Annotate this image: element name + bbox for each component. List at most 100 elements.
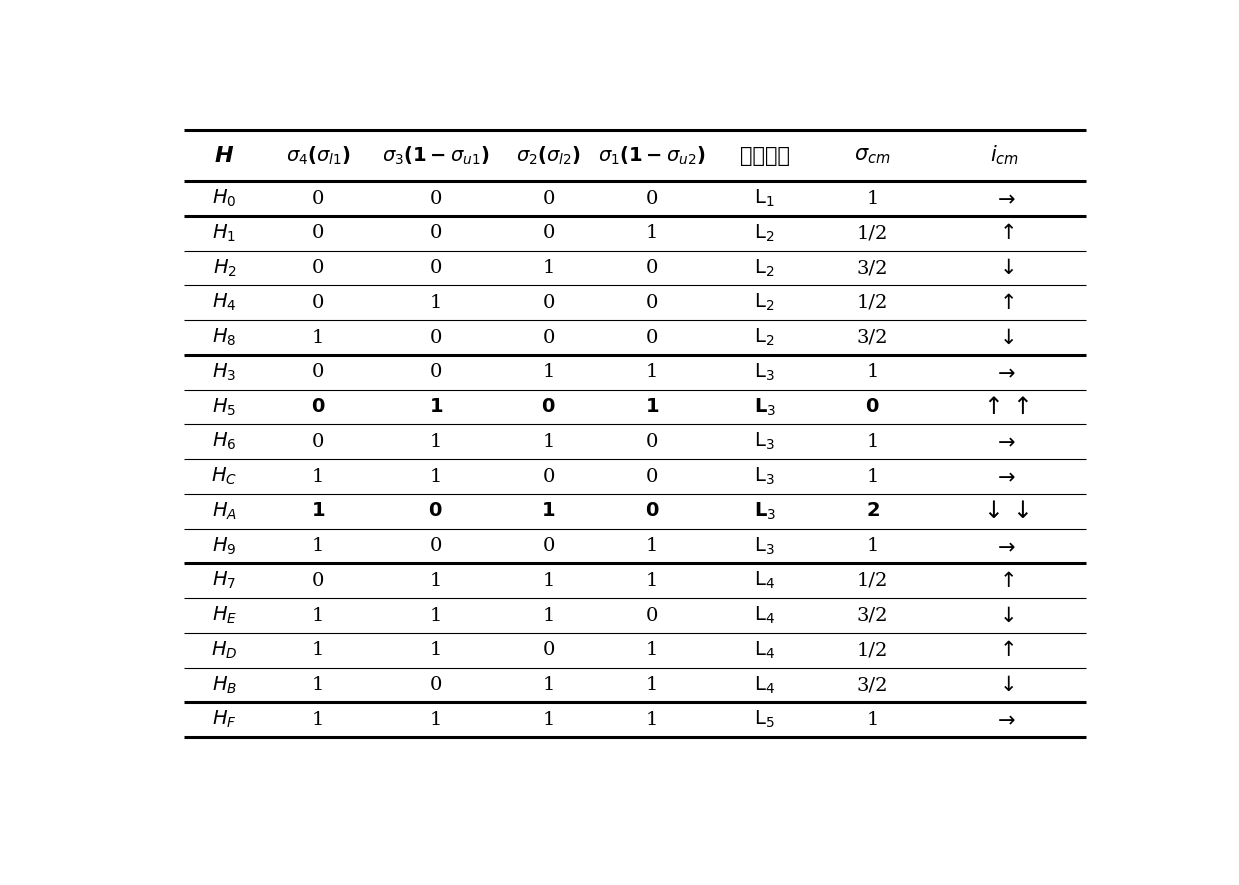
Text: 1: 1 <box>543 676 555 694</box>
Text: $\mathit{H}_{B}$: $\mathit{H}_{B}$ <box>212 674 237 696</box>
Text: $\rightarrow$: $\rightarrow$ <box>994 466 1016 487</box>
Text: 1: 1 <box>646 676 658 694</box>
Text: 0: 0 <box>543 537 555 555</box>
Text: $\mathit{H}_{7}$: $\mathit{H}_{7}$ <box>212 570 237 591</box>
Text: $\downarrow\downarrow$: $\downarrow\downarrow$ <box>979 499 1030 523</box>
Text: $\mathbf{1}$: $\mathbf{1}$ <box>644 398 659 416</box>
Text: 0: 0 <box>312 572 325 589</box>
Text: $\mathit{H}_{6}$: $\mathit{H}_{6}$ <box>212 431 237 452</box>
Text: 3/2: 3/2 <box>857 259 888 277</box>
Text: $\rightarrow$: $\rightarrow$ <box>994 362 1016 382</box>
Text: 1: 1 <box>430 642 442 659</box>
Text: 0: 0 <box>430 537 442 555</box>
Text: 1: 1 <box>430 433 442 450</box>
Text: $\rightarrow$: $\rightarrow$ <box>994 189 1016 209</box>
Text: 1: 1 <box>543 259 555 277</box>
Text: 1: 1 <box>312 606 325 625</box>
Text: $\mathrm{L}_{3}$: $\mathrm{L}_{3}$ <box>755 466 774 488</box>
Text: 1/2: 1/2 <box>857 642 888 659</box>
Text: $\mathrm{L}_{1}$: $\mathrm{L}_{1}$ <box>755 188 774 209</box>
Text: $\mathit{H}_{E}$: $\mathit{H}_{E}$ <box>212 605 237 627</box>
Text: 0: 0 <box>646 467 658 486</box>
Text: $\mathrm{L}_{4}$: $\mathrm{L}_{4}$ <box>755 674 776 696</box>
Text: 0: 0 <box>312 259 325 277</box>
Text: 1: 1 <box>543 364 555 381</box>
Text: $\mathit{H}_{F}$: $\mathit{H}_{F}$ <box>212 709 237 730</box>
Text: $\mathit{H}_{2}$: $\mathit{H}_{2}$ <box>213 258 237 279</box>
Text: $\boldsymbol{H_{5}}$: $\boldsymbol{H_{5}}$ <box>212 396 237 418</box>
Text: 0: 0 <box>543 642 555 659</box>
Text: 1: 1 <box>866 433 878 450</box>
Text: 1/2: 1/2 <box>857 224 888 242</box>
Text: 1: 1 <box>430 606 442 625</box>
Text: $\mathrm{L}_{4}$: $\mathrm{L}_{4}$ <box>755 605 776 627</box>
Text: 1: 1 <box>646 711 658 729</box>
Text: 1: 1 <box>312 676 325 694</box>
Text: $\mathrm{L}_{2}$: $\mathrm{L}_{2}$ <box>755 292 774 313</box>
Text: 1: 1 <box>430 572 442 589</box>
Text: $\uparrow$: $\uparrow$ <box>995 223 1015 243</box>
Text: 0: 0 <box>430 189 442 208</box>
Text: 1: 1 <box>866 189 878 208</box>
Text: 0: 0 <box>430 259 442 277</box>
Text: $\mathbf{L}_{3}$: $\mathbf{L}_{3}$ <box>753 396 776 418</box>
Text: 1: 1 <box>646 537 658 555</box>
Text: $\mathit{H}_{4}$: $\mathit{H}_{4}$ <box>212 292 237 313</box>
Text: $\uparrow$: $\uparrow$ <box>995 641 1015 660</box>
Text: $\downarrow$: $\downarrow$ <box>995 258 1015 278</box>
Text: $\rightarrow$: $\rightarrow$ <box>994 432 1016 452</box>
Text: 1: 1 <box>646 642 658 659</box>
Text: 1: 1 <box>646 224 658 242</box>
Text: $\mathrm{L}_{4}$: $\mathrm{L}_{4}$ <box>755 570 776 591</box>
Text: 1: 1 <box>646 572 658 589</box>
Text: 0: 0 <box>312 364 325 381</box>
Text: 1: 1 <box>866 711 878 729</box>
Text: 1: 1 <box>543 711 555 729</box>
Text: 0: 0 <box>646 328 658 347</box>
Text: 1: 1 <box>866 537 878 555</box>
Text: 0: 0 <box>430 328 442 347</box>
Text: $\mathit{H}_{8}$: $\mathit{H}_{8}$ <box>212 327 237 348</box>
Text: $\mathit{H}_{D}$: $\mathit{H}_{D}$ <box>211 640 238 661</box>
Text: 0: 0 <box>646 433 658 450</box>
Text: 0: 0 <box>646 189 658 208</box>
Text: $\uparrow$: $\uparrow$ <box>995 293 1015 312</box>
Text: 0: 0 <box>646 259 658 277</box>
Text: $\boldsymbol{\sigma_3(1-\sigma_{u1})}$: $\boldsymbol{\sigma_3(1-\sigma_{u1})}$ <box>382 144 489 166</box>
Text: 1: 1 <box>430 467 442 486</box>
Text: $\boldsymbol{\sigma_4(\sigma_{l1})}$: $\boldsymbol{\sigma_4(\sigma_{l1})}$ <box>285 144 351 166</box>
Text: 3/2: 3/2 <box>857 676 888 694</box>
Text: $\boldsymbol{\sigma_1(1-\sigma_{u2})}$: $\boldsymbol{\sigma_1(1-\sigma_{u2})}$ <box>598 144 705 166</box>
Text: $\mathbf{0}$: $\mathbf{0}$ <box>644 503 659 520</box>
Text: 1: 1 <box>866 364 878 381</box>
Text: 1: 1 <box>312 537 325 555</box>
Text: 1: 1 <box>312 711 325 729</box>
Text: 1: 1 <box>543 433 555 450</box>
Text: $\mathit{H}_{0}$: $\mathit{H}_{0}$ <box>212 188 237 209</box>
Text: 1: 1 <box>312 328 325 347</box>
Text: 0: 0 <box>312 433 325 450</box>
Text: $\uparrow$: $\uparrow$ <box>995 571 1015 591</box>
Text: $\mathit{H}_{3}$: $\mathit{H}_{3}$ <box>212 362 237 383</box>
Text: $\boldsymbol{\sigma_2(\sigma_{l2})}$: $\boldsymbol{\sigma_2(\sigma_{l2})}$ <box>515 144 581 166</box>
Text: 1/2: 1/2 <box>857 294 888 312</box>
Text: $\mathrm{L}_{2}$: $\mathrm{L}_{2}$ <box>755 223 774 244</box>
Text: $\mathrm{L}_{3}$: $\mathrm{L}_{3}$ <box>755 535 774 557</box>
Text: 1: 1 <box>866 467 878 486</box>
Text: $\rightarrow$: $\rightarrow$ <box>994 536 1016 556</box>
Text: $\mathit{H}_{C}$: $\mathit{H}_{C}$ <box>212 466 238 488</box>
Text: 1: 1 <box>312 642 325 659</box>
Text: 0: 0 <box>543 224 555 242</box>
Text: $\mathit{H}_{9}$: $\mathit{H}_{9}$ <box>212 535 237 557</box>
Text: $\boldsymbol{i_{cm}}$: $\boldsymbol{i_{cm}}$ <box>990 143 1020 167</box>
Text: $\mathbf{0}$: $\mathbf{0}$ <box>311 398 326 416</box>
Text: 0: 0 <box>312 224 325 242</box>
Text: 1/2: 1/2 <box>857 572 888 589</box>
Text: 0: 0 <box>312 294 325 312</box>
Text: $\mathbf{0}$: $\mathbf{0}$ <box>865 398 880 416</box>
Text: $\downarrow$: $\downarrow$ <box>995 327 1015 348</box>
Text: 0: 0 <box>430 364 442 381</box>
Text: $\mathbf{0}$: $\mathbf{0}$ <box>541 398 556 416</box>
Text: $\mathbf{1}$: $\mathbf{1}$ <box>429 398 442 416</box>
Text: 0: 0 <box>543 189 555 208</box>
